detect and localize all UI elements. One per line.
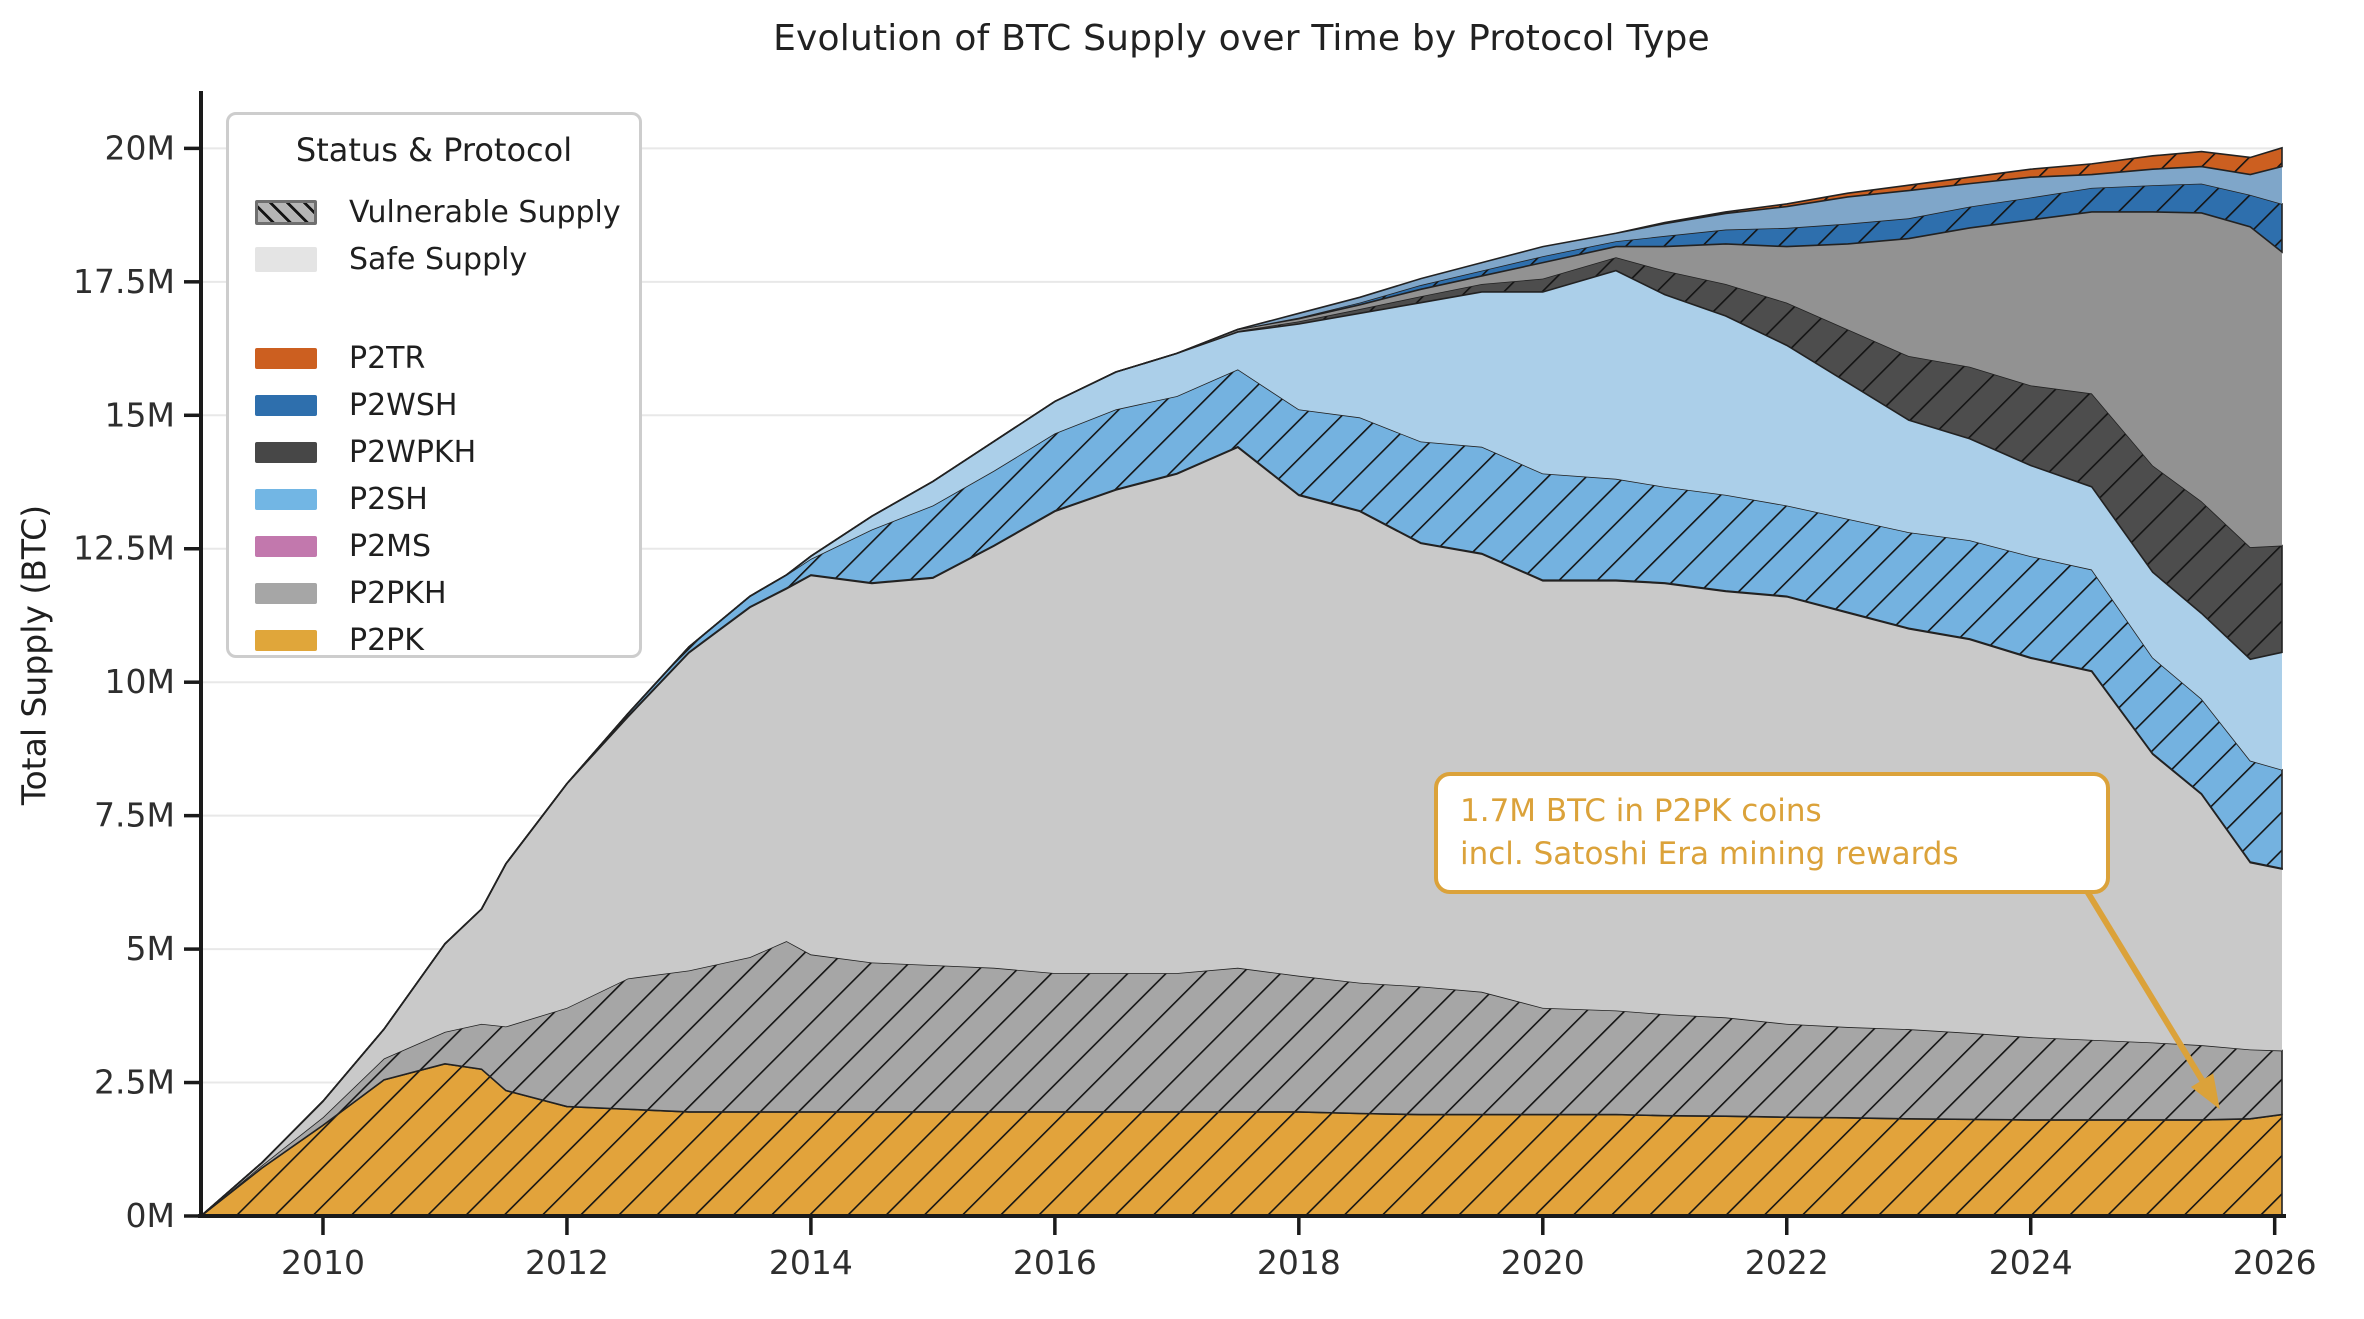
x-tick-label-2020: 2020 xyxy=(1501,1243,1585,1282)
legend-label-p2tr: P2TR xyxy=(349,341,426,376)
y-tick-label-17.5M: 17.5M xyxy=(73,262,175,301)
legend-item-p2ms: P2MS xyxy=(229,523,639,570)
annotation-callout: 1.7M BTC in P2PK coins incl. Satoshi Era… xyxy=(1434,772,2110,894)
y-tick-label-7.5M: 7.5M xyxy=(94,796,175,835)
legend-item-p2sh: P2SH xyxy=(229,476,639,523)
legend-item-p2wsh: P2WSH xyxy=(229,382,639,429)
y-axis-title: Total Supply (BTC) xyxy=(14,504,54,806)
legend-item-safe: Safe Supply xyxy=(229,236,639,283)
legend-label-p2pkh: P2PKH xyxy=(349,576,447,611)
band-p2wpkh-safe xyxy=(201,211,2282,1216)
legend-swatch-p2wsh xyxy=(255,395,317,416)
x-tick-label-2010: 2010 xyxy=(281,1243,365,1282)
x-tick-label-2018: 2018 xyxy=(1257,1243,1341,1282)
legend-swatch-vulnerable xyxy=(255,200,317,225)
legend-title: Status & Protocol xyxy=(295,131,573,169)
y-tick-label-2.5M: 2.5M xyxy=(94,1063,175,1102)
legend-swatch-p2wpkh xyxy=(255,442,317,463)
y-tick-label-10M: 10M xyxy=(105,662,175,701)
annotation-arrow-head xyxy=(2191,1073,2220,1110)
legend-swatch-safe xyxy=(255,247,317,272)
legend-status-group: Vulnerable Supply Safe Supply xyxy=(229,189,639,283)
x-tick-label-2024: 2024 xyxy=(1989,1243,2073,1282)
legend-label-p2sh: P2SH xyxy=(349,482,428,517)
y-tick-label-20M: 20M xyxy=(105,128,175,167)
legend-label-p2wsh: P2WSH xyxy=(349,388,458,423)
legend-item-p2pkh: P2PKH xyxy=(229,570,639,617)
legend-swatch-p2sh xyxy=(255,489,317,510)
legend-item-p2tr: P2TR xyxy=(229,335,639,382)
annotation-line2: incl. Satoshi Era mining rewards xyxy=(1460,835,1959,872)
legend-label-p2ms: P2MS xyxy=(349,529,432,564)
legend-label-vulnerable: Vulnerable Supply xyxy=(349,195,621,230)
x-tick-label-2014: 2014 xyxy=(769,1243,853,1282)
legend-swatch-p2tr xyxy=(255,348,317,369)
legend-item-p2wpkh: P2WPKH xyxy=(229,429,639,476)
x-tick-label-2012: 2012 xyxy=(525,1243,609,1282)
legend-protocol-group: P2TR P2WSH P2WPKH P2SH P2MS P2PKH P2PK xyxy=(229,335,639,664)
y-tick-label-12.5M: 12.5M xyxy=(73,529,175,568)
y-tick-label-0M: 0M xyxy=(126,1196,175,1235)
x-tick-label-2022: 2022 xyxy=(1745,1243,1829,1282)
band-p2tr-vulnerable-hatch xyxy=(200,146,2283,1217)
legend-label-safe: Safe Supply xyxy=(349,242,528,277)
legend-item-vulnerable: Vulnerable Supply xyxy=(229,189,639,236)
legend-swatch-p2ms xyxy=(255,536,317,557)
legend: Status & Protocol Vulnerable Supply Safe … xyxy=(226,112,642,658)
legend-label-p2wpkh: P2WPKH xyxy=(349,435,477,470)
legend-label-p2pk: P2PK xyxy=(349,623,424,658)
x-tick-label-2026: 2026 xyxy=(2233,1243,2317,1282)
y-tick-label-5M: 5M xyxy=(126,929,175,968)
legend-swatch-p2pk xyxy=(255,630,317,651)
annotation-arrow-line xyxy=(2083,886,2213,1095)
annotation-line1: 1.7M BTC in P2PK coins xyxy=(1460,793,1822,829)
band-p2pkh-safe xyxy=(201,447,2282,1216)
x-tick-label-2016: 2016 xyxy=(1013,1243,1097,1282)
legend-item-p2pk: P2PK xyxy=(229,617,639,664)
y-tick-label-15M: 15M xyxy=(105,395,175,434)
legend-swatch-p2pkh xyxy=(255,583,317,604)
chart-title: Evolution of BTC Supply over Time by Pro… xyxy=(773,18,1710,59)
